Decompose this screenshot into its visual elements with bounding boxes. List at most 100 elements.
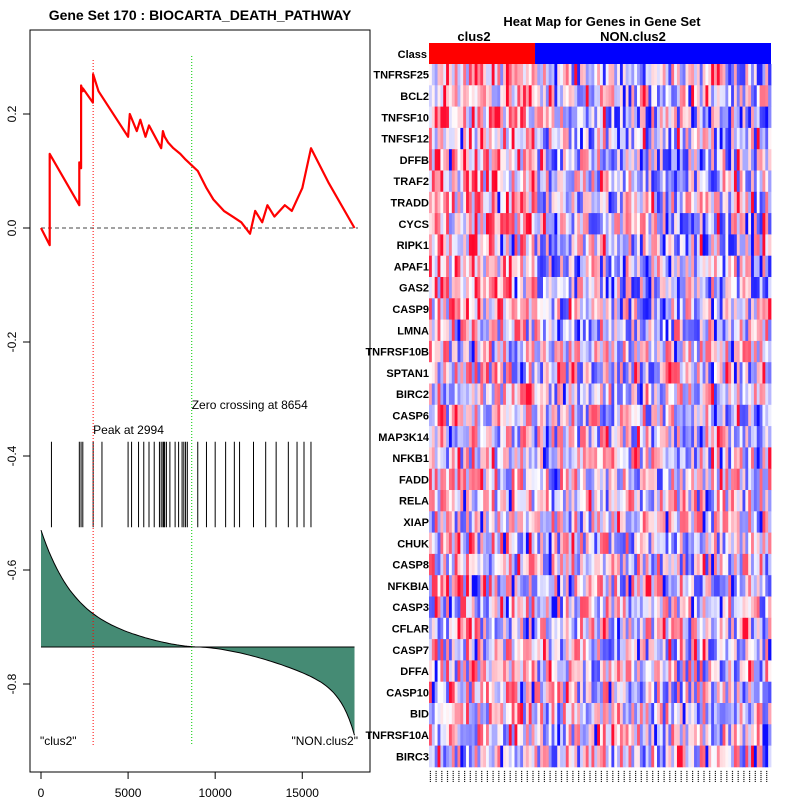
- heatmap-cell: [574, 277, 578, 299]
- heatmap-cell: [551, 277, 555, 299]
- heatmap-cell: [585, 64, 589, 86]
- heatmap-cell: [511, 426, 515, 448]
- heatmap-cell: [457, 298, 461, 320]
- heatmap-cell: [517, 170, 521, 193]
- heatmap-cell: [742, 553, 746, 576]
- heatmap-cell: [622, 447, 627, 470]
- heatmap-cell: [682, 255, 686, 278]
- heatmap-cell: [631, 255, 635, 278]
- heatmap-cell: [602, 426, 607, 448]
- heatmap-cell: [611, 170, 615, 193]
- heatmap-cell: [500, 703, 504, 725]
- heatmap-cell: [582, 213, 587, 235]
- heatmap-cell: [702, 532, 706, 555]
- heatmap-cell: [488, 213, 493, 235]
- heatmap-cell: [494, 575, 498, 597]
- gene-label: FADD: [399, 474, 429, 486]
- heatmap-cell: [580, 234, 584, 257]
- heatmap-cell: [645, 213, 649, 235]
- heatmap-cell: [642, 127, 646, 150]
- heatmap-cell: [659, 468, 664, 491]
- heatmap-cell: [751, 340, 755, 363]
- heatmap-cell: [716, 255, 721, 278]
- heatmap-cell: [631, 426, 635, 448]
- heatmap-cell: [688, 383, 692, 406]
- heatmap-cell: [674, 255, 678, 278]
- heatmap-cell: [608, 85, 612, 107]
- heatmap-cell: [523, 362, 527, 384]
- heatmap-cell: [762, 639, 766, 661]
- heatmap-cell: [471, 234, 475, 257]
- heatmap-cell: [537, 362, 541, 384]
- heatmap-cell: [639, 511, 644, 533]
- heatmap-cell: [637, 447, 641, 470]
- heatmap-cell: [768, 490, 772, 512]
- heatmap-cell: [665, 468, 669, 491]
- heatmap-cell: [682, 298, 686, 320]
- heatmap-cell: [751, 383, 755, 406]
- heatmap-cell: [651, 660, 655, 683]
- heatmap-cell: [574, 511, 578, 533]
- heatmap-cell: [434, 319, 438, 342]
- heatmap-cell: [756, 596, 760, 619]
- heatmap-cell: [528, 639, 532, 661]
- heatmap-cell: [540, 532, 544, 555]
- heatmap-cell: [503, 127, 507, 150]
- heatmap-cell: [685, 170, 689, 193]
- heatmap-cell: [645, 255, 649, 278]
- heatmap-cell: [554, 170, 558, 193]
- heatmap-cell: [434, 447, 438, 470]
- heatmap-cell: [676, 85, 681, 107]
- heatmap-cell: [565, 575, 570, 597]
- gene-label: CASP7: [392, 645, 429, 657]
- heatmap-cell: [531, 170, 535, 193]
- heatmap-cell: [679, 149, 684, 171]
- heatmap-cell: [708, 404, 712, 427]
- heatmap-cell: [505, 490, 510, 512]
- heatmap-cell: [605, 127, 609, 150]
- heatmap-cell: [628, 617, 632, 640]
- heatmap-cell: [731, 575, 735, 597]
- heatmap-cell: [574, 170, 578, 193]
- heatmap-cell: [525, 490, 530, 512]
- heatmap-cell: [753, 213, 758, 235]
- heatmap-cell: [562, 660, 567, 683]
- heatmap-cell: [648, 319, 652, 342]
- heatmap-cell: [685, 213, 689, 235]
- heatmap-cell: [505, 404, 510, 427]
- heatmap-cell: [753, 447, 758, 470]
- heatmap-cell: [497, 639, 501, 661]
- heatmap-cell: [429, 724, 433, 746]
- heatmap-cell: [514, 511, 518, 533]
- heatmap-cell: [491, 724, 495, 746]
- heatmap-cell: [742, 298, 746, 320]
- heatmap-cell: [537, 213, 541, 235]
- heatmap-cell: [488, 149, 493, 171]
- heatmap-cell: [574, 745, 578, 768]
- heatmap-cell: [528, 490, 532, 512]
- heatmap-cell: [528, 149, 532, 171]
- heatmap-cell: [565, 724, 570, 746]
- heatmap-cell: [585, 468, 589, 491]
- heatmap-cell: [702, 404, 706, 427]
- heatmap-cell: [540, 149, 544, 171]
- heatmap-cell: [748, 745, 752, 768]
- heatmap-cell: [634, 64, 638, 86]
- heatmap-cell: [451, 404, 456, 427]
- heatmap-cell: [517, 213, 521, 235]
- heatmap-cell: [508, 234, 513, 257]
- heatmap-cell: [434, 553, 438, 576]
- heatmap-cell: [437, 255, 441, 278]
- heatmap-cell: [446, 724, 450, 746]
- heatmap-cell: [662, 191, 666, 214]
- heatmap-cell: [711, 468, 715, 491]
- heatmap-cell: [597, 681, 601, 704]
- heatmap-cell: [725, 639, 729, 661]
- heatmap-cell: [474, 191, 478, 214]
- heatmap-cell: [466, 660, 470, 683]
- heatmap-cell: [625, 85, 629, 107]
- heatmap-cell: [574, 127, 578, 150]
- reference-lines: [41, 56, 358, 745]
- heatmap-cell: [597, 277, 601, 299]
- heatmap-cell: [491, 277, 495, 299]
